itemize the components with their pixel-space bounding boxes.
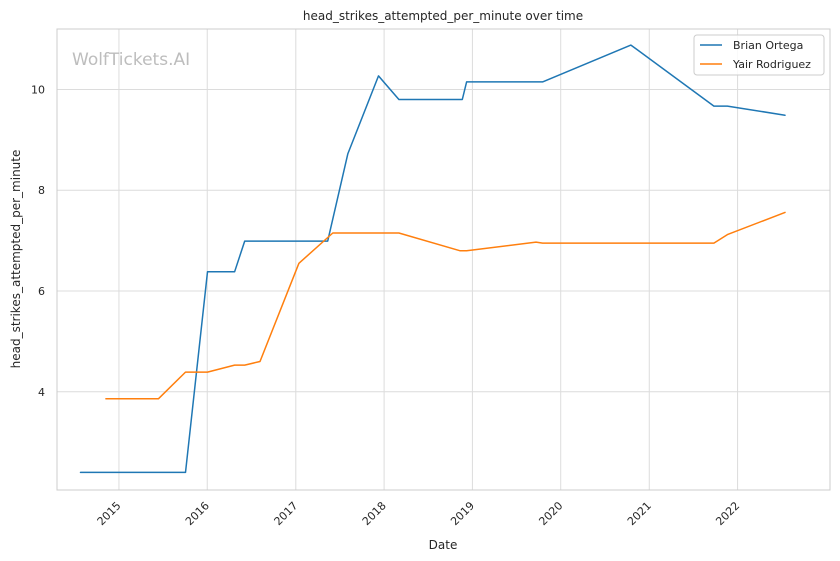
y-tick-label: 6 — [38, 285, 45, 298]
series-line-0 — [79, 44, 786, 474]
legend-box — [693, 34, 825, 76]
grid — [57, 29, 830, 490]
watermark-text: WolfTickets.AI — [72, 50, 190, 70]
y-tick-label: 8 — [38, 184, 45, 197]
plot-frame — [56, 28, 831, 491]
chart-title: head_strikes_attempted_per_minute over t… — [303, 9, 583, 23]
legend-label: Brian Ortega — [733, 39, 803, 52]
series-line-1 — [105, 211, 786, 400]
y-axis-title: head_strikes_attempted_per_minute — [9, 150, 23, 369]
legend-label: Yair Rodriguez — [732, 58, 811, 71]
x-axis-title: Date — [429, 538, 458, 552]
y-tick-label: 10 — [31, 83, 45, 96]
legend: Brian Ortega Yair Rodriguez — [693, 34, 825, 76]
series-lines — [79, 44, 786, 474]
y-tick-label: 4 — [38, 386, 45, 399]
y-tick-labels: 4 6 8 10 — [31, 83, 45, 398]
